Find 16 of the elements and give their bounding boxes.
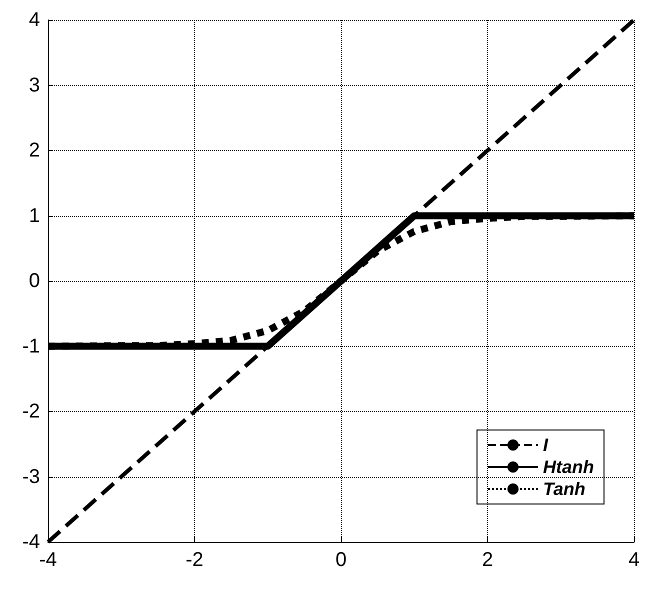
x-tick-label: -2 — [186, 549, 204, 571]
legend-label: Htanh — [543, 457, 594, 477]
x-tick-label: 2 — [482, 549, 494, 571]
y-tick-label: -1 — [22, 335, 40, 358]
y-tick-label: 1 — [28, 204, 40, 227]
y-tick-label: -3 — [22, 466, 40, 488]
y-tick-label: 3 — [28, 74, 40, 96]
legend-label: Tanh — [543, 479, 586, 499]
y-tick-label: 4 — [28, 9, 40, 31]
y-tick-label: -4 — [22, 531, 40, 553]
y-tick-label: 0 — [28, 270, 40, 292]
y-tick-label: -2 — [22, 400, 40, 422]
y-tick-label: 2 — [28, 140, 40, 162]
x-tick-label: 0 — [335, 549, 347, 571]
legend-label: I — [543, 435, 550, 455]
x-tick-label: 4 — [628, 549, 640, 571]
